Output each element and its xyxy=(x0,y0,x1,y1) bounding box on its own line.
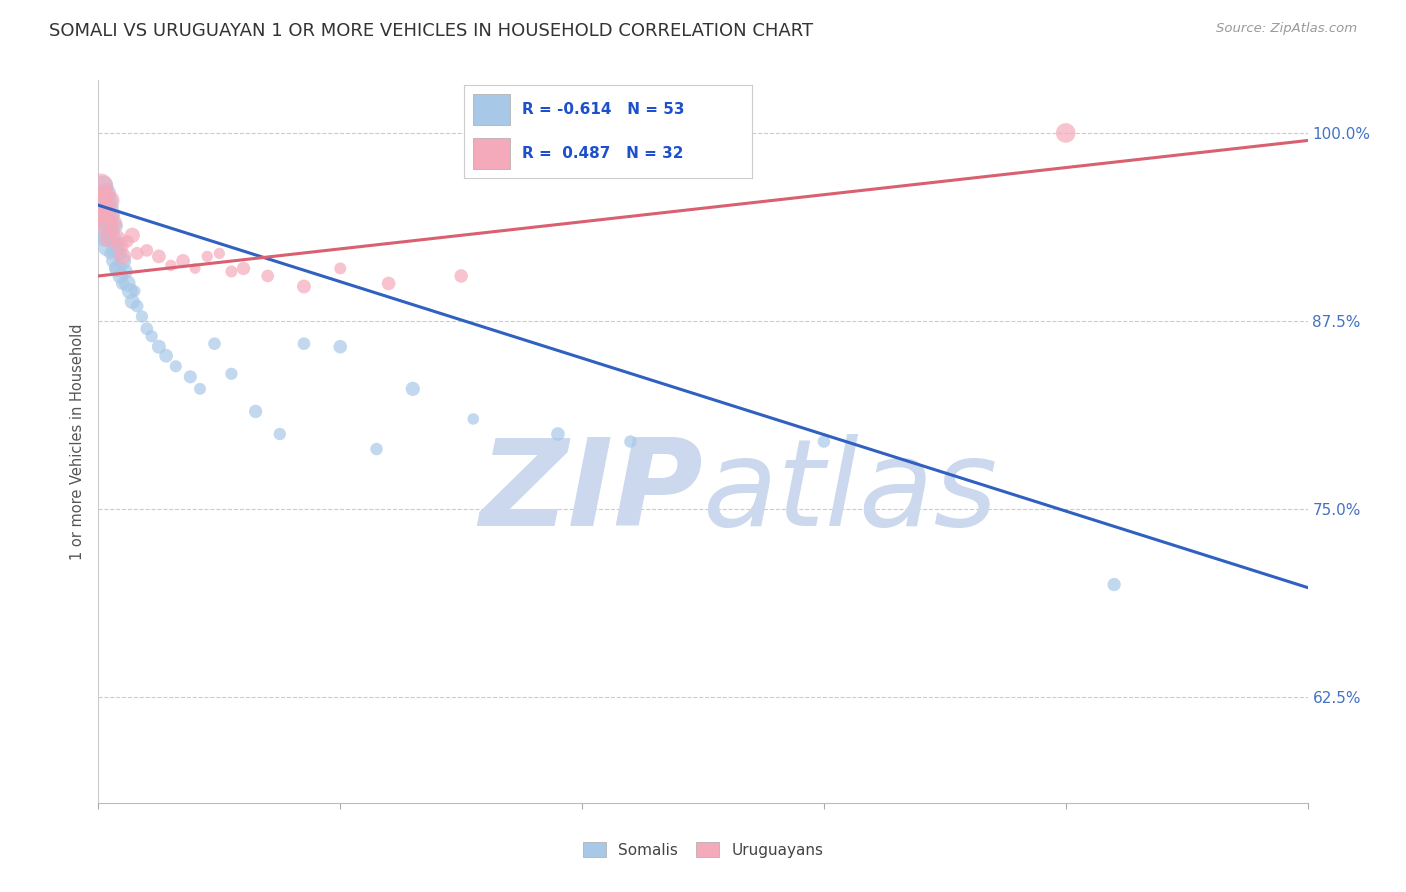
Point xyxy=(91,224,114,238)
Point xyxy=(141,329,163,343)
Point xyxy=(104,261,127,276)
Point xyxy=(450,268,472,283)
Point xyxy=(292,279,315,293)
Point xyxy=(619,434,641,449)
Point xyxy=(402,382,425,396)
Legend: Somalis, Uruguayans: Somalis, Uruguayans xyxy=(576,836,830,863)
Point xyxy=(100,224,122,238)
Point xyxy=(377,277,399,291)
Point xyxy=(107,261,129,276)
Point xyxy=(148,249,170,263)
Point xyxy=(94,186,117,201)
Point xyxy=(135,244,157,258)
Point xyxy=(108,246,131,260)
Point xyxy=(91,178,114,193)
Point xyxy=(108,239,131,253)
Point xyxy=(101,209,124,223)
Point xyxy=(208,246,231,260)
Point xyxy=(97,194,120,208)
Point xyxy=(269,427,291,442)
Point xyxy=(232,261,254,276)
Point xyxy=(813,434,835,449)
Point xyxy=(204,336,226,351)
Point xyxy=(179,369,201,384)
Point xyxy=(121,294,143,309)
Point xyxy=(148,340,170,354)
Point xyxy=(111,277,134,291)
Point xyxy=(107,239,129,253)
Point xyxy=(90,178,112,193)
Point xyxy=(117,235,139,249)
Point xyxy=(366,442,388,456)
Point xyxy=(111,253,134,268)
Point xyxy=(124,284,146,298)
Text: R =  0.487   N = 32: R = 0.487 N = 32 xyxy=(522,146,683,161)
Point xyxy=(104,216,127,230)
Point xyxy=(111,249,134,263)
Point xyxy=(165,359,187,374)
Point xyxy=(90,194,112,208)
Point xyxy=(108,268,131,283)
Point xyxy=(160,259,183,273)
Point xyxy=(547,427,569,442)
Point xyxy=(97,216,120,230)
Point xyxy=(91,209,114,223)
Point xyxy=(188,382,211,396)
Point xyxy=(101,231,124,245)
Text: atlas: atlas xyxy=(703,434,998,550)
Point xyxy=(101,224,124,238)
Point xyxy=(195,249,218,263)
Point xyxy=(100,201,122,215)
Point xyxy=(221,264,243,278)
Point xyxy=(121,228,143,243)
Point xyxy=(1054,126,1077,140)
Point xyxy=(114,264,136,278)
Text: ZIP: ZIP xyxy=(479,434,703,550)
Point xyxy=(94,186,117,201)
Point xyxy=(94,216,117,230)
Text: Source: ZipAtlas.com: Source: ZipAtlas.com xyxy=(1216,22,1357,36)
Point xyxy=(97,194,120,208)
Bar xyxy=(472,138,510,169)
Point xyxy=(104,242,127,256)
Y-axis label: 1 or more Vehicles in Household: 1 or more Vehicles in Household xyxy=(70,323,86,560)
Point xyxy=(184,261,207,276)
Text: R = -0.614   N = 53: R = -0.614 N = 53 xyxy=(522,102,685,117)
Point xyxy=(1102,577,1125,591)
Point xyxy=(107,231,129,245)
Point xyxy=(256,268,278,283)
Point xyxy=(101,253,124,268)
Point xyxy=(91,201,114,215)
Point xyxy=(245,404,267,418)
Point xyxy=(100,246,122,260)
Text: SOMALI VS URUGUAYAN 1 OR MORE VEHICLES IN HOUSEHOLD CORRELATION CHART: SOMALI VS URUGUAYAN 1 OR MORE VEHICLES I… xyxy=(49,22,813,40)
Point xyxy=(463,412,485,426)
Point xyxy=(329,340,352,354)
Point xyxy=(94,231,117,245)
Point xyxy=(94,209,117,223)
Point xyxy=(118,284,141,298)
Point xyxy=(97,231,120,245)
Point xyxy=(292,336,315,351)
Point xyxy=(221,367,243,381)
Point xyxy=(97,239,120,253)
Point xyxy=(329,261,352,276)
Point xyxy=(117,277,139,291)
Point xyxy=(91,189,114,203)
Point xyxy=(104,219,127,234)
Point xyxy=(100,209,122,223)
Point xyxy=(131,310,153,324)
Point xyxy=(90,209,112,223)
Bar xyxy=(472,95,510,125)
Point xyxy=(172,253,194,268)
Point xyxy=(127,246,149,260)
Point xyxy=(127,299,149,313)
Point xyxy=(155,349,177,363)
Point xyxy=(135,321,157,335)
Point xyxy=(90,201,112,215)
